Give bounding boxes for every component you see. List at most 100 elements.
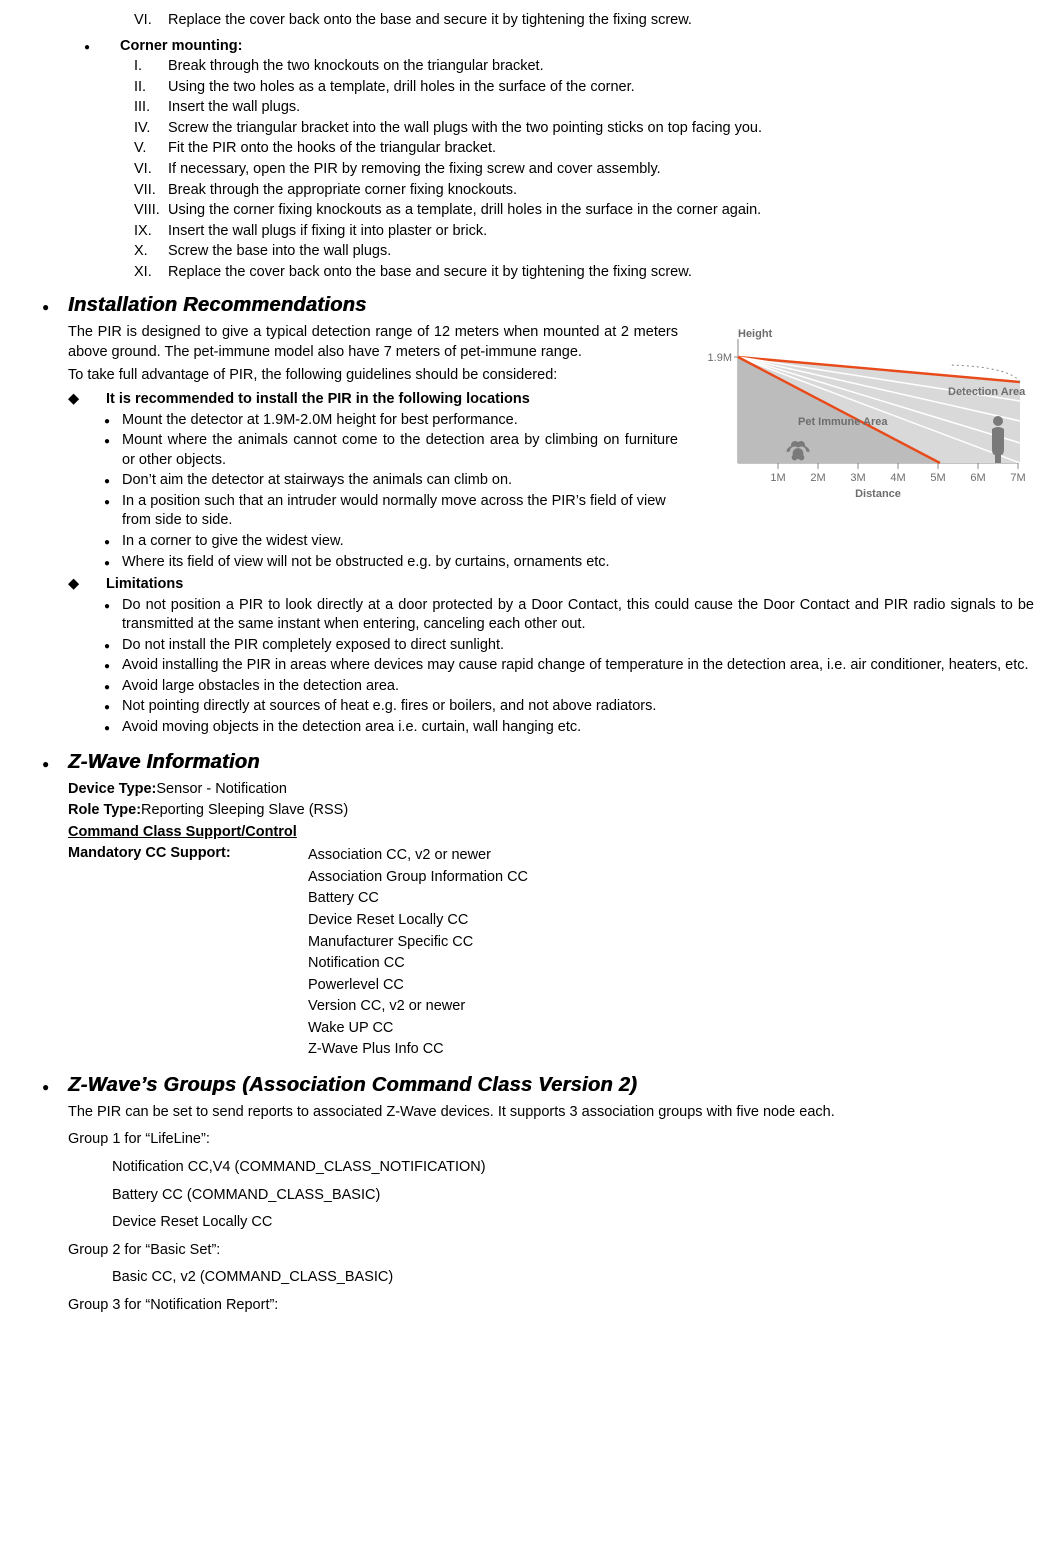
group-item: Notification CC,V4 (COMMAND_CLASS_NOTIFI…: [112, 1158, 1034, 1178]
cc-support-heading-row: Command Class Support/Control: [68, 823, 1034, 843]
roman-num: IV.: [134, 119, 168, 139]
lim-item: ●Avoid large obstacles in the detection …: [104, 677, 1034, 697]
lim-item: ●Do not position a PIR to look directly …: [104, 596, 1034, 635]
cc-item: Z-Wave Plus Info CC: [308, 1040, 528, 1060]
roman-num: VI.: [134, 160, 168, 180]
roman-text: Screw the triangular bracket into the wa…: [168, 119, 762, 139]
svg-text:5M: 5M: [930, 472, 945, 484]
roman-item: VI. Replace the cover back onto the base…: [134, 11, 1034, 31]
svg-text:1M: 1M: [770, 472, 785, 484]
group2-items: Basic CC, v2 (COMMAND_CLASS_BASIC): [24, 1268, 1034, 1288]
rec-text: In a corner to give the widest view.: [122, 532, 1034, 552]
rec-text: Mount the detector at 1.9M-2.0M height f…: [122, 411, 678, 431]
cc-item: Manufacturer Specific CC: [308, 933, 528, 953]
lim-text: Do not position a PIR to look directly a…: [122, 596, 1034, 635]
diagram-svg: Height 1.9M Pet Immune Area Detection Ar…: [690, 327, 1034, 507]
rec-item: ●In a corner to give the widest view.: [104, 532, 1034, 552]
roman-item: VII.Break through the appropriate corner…: [134, 181, 1034, 201]
lim-list: ●Do not position a PIR to look directly …: [24, 596, 1034, 738]
zwave-heading: Z-Wave Information: [68, 749, 260, 776]
svg-text:Pet Immune Area: Pet Immune Area: [798, 416, 888, 428]
bullet-dot-icon: ●: [104, 636, 122, 656]
cc-values: Association CC, v2 or newerAssociation G…: [308, 844, 528, 1062]
rec-item: ●Where its field of view will not be obs…: [104, 553, 1034, 573]
cc-support-heading: Command Class Support/Control: [68, 823, 297, 843]
bullet-dot-icon: ●: [104, 411, 122, 431]
svg-text:Distance: Distance: [855, 488, 901, 500]
roman-num: I.: [134, 57, 168, 77]
roman-text: Fit the PIR onto the hooks of the triang…: [168, 139, 496, 159]
roman-text: Insert the wall plugs if fixing it into …: [168, 222, 487, 242]
bullet-dot-icon: ●: [104, 431, 122, 470]
lim-text: Do not install the PIR completely expose…: [122, 636, 1034, 656]
roman-num: II.: [134, 78, 168, 98]
cc-item: Notification CC: [308, 954, 528, 974]
lim-item: ●Avoid installing the PIR in areas where…: [104, 656, 1034, 676]
group3-title: Group 3 for “Notification Report”:: [68, 1296, 1034, 1316]
cc-item: Association CC, v2 or newer: [308, 846, 528, 866]
bullet-dot-icon: ●: [104, 718, 122, 738]
bullet-dot-icon: ●: [104, 596, 122, 635]
roman-item: IX.Insert the wall plugs if fixing it in…: [134, 222, 1034, 242]
corner-mounting-label: Corner mounting:: [120, 37, 242, 57]
cc-grid: Mandatory CC Support: Association CC, v2…: [68, 844, 1034, 1062]
bullet-dot-icon: ●: [104, 677, 122, 697]
bullet-dot-icon: ●: [84, 37, 120, 57]
role-type-key: Role Type:: [68, 801, 141, 821]
roman-text: Insert the wall plugs.: [168, 98, 300, 118]
bullet-dot-icon: ●: [104, 553, 122, 573]
roman-item: XI.Replace the cover back onto the base …: [134, 263, 1034, 283]
role-type-value: Reporting Sleeping Slave (RSS): [141, 801, 348, 821]
device-type-key: Device Type:: [68, 780, 156, 800]
corner-steps: I.Break through the two knockouts on the…: [24, 57, 1034, 282]
roman-text: Break through the appropriate corner fix…: [168, 181, 517, 201]
rec-item: ●Mount where the animals cannot come to …: [104, 431, 678, 470]
cc-item: Powerlevel CC: [308, 976, 528, 996]
groups-heading: Z-Wave’s Groups (Association Command Cla…: [68, 1072, 637, 1099]
bullet-dot-icon: ●: [104, 697, 122, 717]
svg-text:Detection Area: Detection Area: [948, 386, 1026, 398]
roman-num: VIII.: [134, 201, 168, 221]
roman-item: I.Break through the two knockouts on the…: [134, 57, 1034, 77]
roman-num: VI.: [134, 11, 168, 31]
group-item: Basic CC, v2 (COMMAND_CLASS_BASIC): [112, 1268, 1034, 1288]
cc-item: Device Reset Locally CC: [308, 911, 528, 931]
roman-num: X.: [134, 242, 168, 262]
device-type-row: Device Type: Sensor - Notification: [68, 780, 1034, 800]
cc-item: Battery CC: [308, 889, 528, 909]
roman-text: Break through the two knockouts on the t…: [168, 57, 544, 77]
rec-item: ●Mount the detector at 1.9M-2.0M height …: [104, 411, 678, 431]
group-item: Device Reset Locally CC: [112, 1213, 1034, 1233]
roman-item: II.Using the two holes as a template, dr…: [134, 78, 1034, 98]
group2-title: Group 2 for “Basic Set”:: [68, 1241, 1034, 1261]
rec-text: In a position such that an intruder woul…: [122, 492, 678, 531]
rec-item: ●In a position such that an intruder wou…: [104, 492, 678, 531]
roman-text: Replace the cover back onto the base and…: [168, 11, 692, 31]
svg-text:2M: 2M: [810, 472, 825, 484]
roman-num: XI.: [134, 263, 168, 283]
roman-item: IV.Screw the triangular bracket into the…: [134, 119, 1034, 139]
svg-text:6M: 6M: [970, 472, 985, 484]
roman-num: V.: [134, 139, 168, 159]
groups-heading-row: ● Z-Wave’s Groups (Association Command C…: [42, 1072, 1034, 1099]
install-heading-row: ● Installation Recommendations: [42, 292, 1034, 319]
bullet-dot-icon: ●: [104, 532, 122, 552]
rec-heading: It is recommended to install the PIR in …: [106, 390, 530, 410]
roman-text: If necessary, open the PIR by removing t…: [168, 160, 661, 180]
section-bullet-icon: ●: [42, 756, 68, 772]
svg-text:7M: 7M: [1010, 472, 1025, 484]
cc-item: Association Group Information CC: [308, 868, 528, 888]
rec-text: Don’t aim the detector at stairways the …: [122, 471, 678, 491]
groups-intro: The PIR can be set to send reports to as…: [68, 1103, 1034, 1123]
svg-text:Height: Height: [738, 328, 773, 340]
corner-mounting-bullet: ● Corner mounting:: [84, 37, 1034, 57]
roman-num: III.: [134, 98, 168, 118]
detection-area-diagram: Height 1.9M Pet Immune Area Detection Ar…: [690, 327, 1034, 507]
diamond-bullet-icon: ◆: [68, 390, 106, 410]
role-type-row: Role Type: Reporting Sleeping Slave (RSS…: [68, 801, 1034, 821]
svg-text:1.9M: 1.9M: [708, 352, 732, 364]
lim-item: ●Not pointing directly at sources of hea…: [104, 697, 1034, 717]
install-p2: To take full advantage of PIR, the follo…: [68, 366, 688, 386]
continued-roman: VI. Replace the cover back onto the base…: [24, 11, 1034, 31]
lim-text: Avoid large obstacles in the detection a…: [122, 677, 1034, 697]
